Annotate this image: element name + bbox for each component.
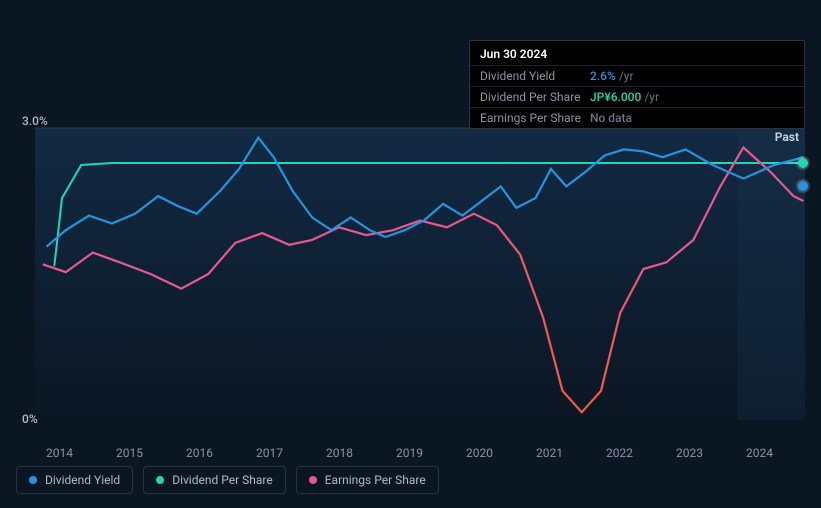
chart-tooltip: Jun 30 2024 Dividend Yield2.6%/yrDividen… [469, 40, 805, 129]
legend-dividend-per-share[interactable]: Dividend Per Share [143, 466, 286, 494]
legend-earnings-per-share[interactable]: Earnings Per Share [296, 466, 439, 494]
tooltip-value: JP¥6.000 [590, 90, 641, 104]
chart-legend: Dividend Yield Dividend Per Share Earnin… [16, 466, 439, 494]
legend-label: Dividend Per Share [172, 473, 273, 487]
series-end-dot-dy [798, 181, 808, 191]
tooltip-row: Earnings Per ShareNo data [470, 107, 804, 128]
tooltip-label: Earnings Per Share [480, 111, 590, 125]
past-label: Past [775, 130, 799, 144]
y-axis-label-min: 0% [22, 412, 38, 426]
x-axis-label: 2017 [256, 446, 283, 460]
x-axis-label: 2021 [536, 446, 563, 460]
x-axis-label: 2022 [606, 446, 633, 460]
tooltip-value: 2.6% [590, 69, 616, 83]
x-axis-label: 2024 [746, 446, 773, 460]
tooltip-date: Jun 30 2024 [470, 41, 804, 65]
tooltip-label: Dividend Yield [480, 69, 590, 83]
y-axis-label-max: 3.0% [22, 114, 48, 128]
legend-dot-icon [156, 476, 164, 484]
tooltip-suffix: /yr [619, 69, 634, 83]
series-end-dot-dps [798, 158, 808, 168]
dividend-chart: Jun 30 2024 Dividend Yield2.6%/yrDividen… [0, 0, 821, 508]
tooltip-row: Dividend Per ShareJP¥6.000/yr [470, 86, 804, 107]
x-axis-label: 2020 [466, 446, 493, 460]
x-axis-label: 2023 [676, 446, 703, 460]
legend-label: Dividend Yield [45, 473, 120, 487]
x-axis-label: 2018 [326, 446, 353, 460]
x-axis-label: 2015 [116, 446, 143, 460]
legend-dividend-yield[interactable]: Dividend Yield [16, 466, 133, 494]
tooltip-label: Dividend Per Share [480, 90, 590, 104]
x-axis-label: 2014 [46, 446, 73, 460]
legend-dot-icon [29, 476, 37, 484]
tooltip-value: No data [590, 111, 632, 125]
tooltip-suffix: /yr [644, 90, 659, 104]
tooltip-row: Dividend Yield2.6%/yr [470, 65, 804, 86]
legend-dot-icon [309, 476, 317, 484]
x-axis-label: 2016 [186, 446, 213, 460]
x-axis-label: 2019 [396, 446, 423, 460]
legend-label: Earnings Per Share [325, 473, 426, 487]
